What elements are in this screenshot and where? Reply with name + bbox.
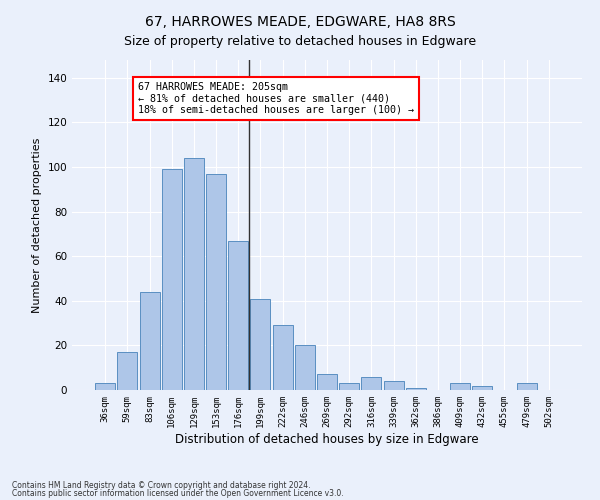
Text: Size of property relative to detached houses in Edgware: Size of property relative to detached ho… [124,35,476,48]
Bar [450,384,470,390]
Bar [339,384,359,390]
Text: Contains public sector information licensed under the Open Government Licence v3: Contains public sector information licen… [12,489,344,498]
Bar [406,388,426,390]
Bar [206,174,226,390]
Bar [272,326,293,390]
X-axis label: Distribution of detached houses by size in Edgware: Distribution of detached houses by size … [175,432,479,446]
Bar [140,292,160,390]
Bar [118,352,137,390]
Bar [517,384,536,390]
Text: 67 HARROWES MEADE: 205sqm
← 81% of detached houses are smaller (440)
18% of semi: 67 HARROWES MEADE: 205sqm ← 81% of detac… [139,82,415,116]
Y-axis label: Number of detached properties: Number of detached properties [32,138,42,312]
Bar [472,386,492,390]
Bar [250,298,271,390]
Text: 67, HARROWES MEADE, EDGWARE, HA8 8RS: 67, HARROWES MEADE, EDGWARE, HA8 8RS [145,15,455,29]
Bar [228,240,248,390]
Bar [295,346,315,390]
Bar [383,381,404,390]
Bar [361,376,382,390]
Text: Contains HM Land Registry data © Crown copyright and database right 2024.: Contains HM Land Registry data © Crown c… [12,480,311,490]
Bar [184,158,204,390]
Bar [317,374,337,390]
Bar [95,384,115,390]
Bar [162,170,182,390]
